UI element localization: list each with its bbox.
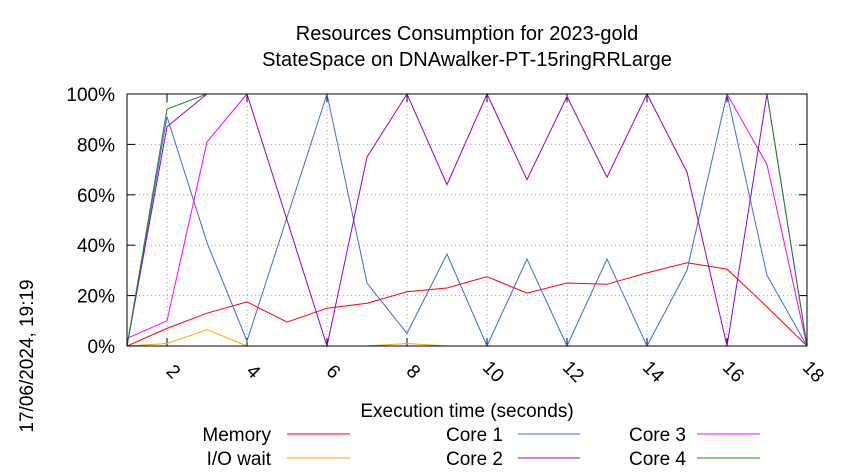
timestamp-label: 17/06/2024, 19:19 — [17, 279, 38, 432]
y-tick-label: 60% — [77, 186, 115, 207]
legend-label-core-4: Core 4 — [629, 449, 686, 470]
x-tick-label: 16 — [718, 357, 748, 387]
series-lines — [126, 92, 808, 348]
x-tick-label: 2 — [162, 361, 184, 383]
plot-frame — [126, 93, 808, 347]
series-line-core-4 — [126, 93, 808, 347]
grid-lines — [127, 93, 808, 347]
y-axis-ticks: 0% 20% 40% 60% 80% 100% — [66, 85, 807, 358]
legend-label-i-o-wait: I/O wait — [207, 449, 272, 470]
x-tick-label: 14 — [638, 357, 668, 387]
x-tick-label: 8 — [402, 361, 424, 383]
series-line-core-1 — [126, 92, 808, 348]
x-tick-label: 4 — [242, 361, 265, 384]
y-tick-label: 0% — [88, 337, 116, 358]
y-tick-label: 40% — [77, 236, 115, 257]
series-line-memory — [126, 262, 808, 347]
x-tick-label: 18 — [798, 357, 828, 387]
y-tick-label: 80% — [77, 135, 115, 156]
series-line-i-o-wait — [126, 329, 807, 347]
x-tick-label: 10 — [478, 357, 508, 387]
legend: Memory I/O wait Core 1 Core 2 Core 3 Core 4 — [202, 425, 760, 470]
chart-subtitle: StateSpace on DNAwalker-PT-15ringRRLarge — [262, 49, 672, 71]
y-tick-label: 100% — [66, 85, 115, 106]
x-axis-label: Execution time (seconds) — [360, 401, 573, 422]
legend-label-core-1: Core 1 — [446, 425, 503, 446]
chart-title: Resources Consumption for 2023-gold — [296, 23, 638, 45]
series-line-core-3 — [126, 93, 808, 347]
x-tick-label: 12 — [558, 357, 588, 387]
legend-label-core-2: Core 2 — [446, 449, 503, 470]
y-tick-label: 20% — [77, 287, 115, 308]
x-tick-label: 6 — [322, 361, 344, 383]
legend-label-core-3: Core 3 — [629, 425, 686, 446]
series-line-core-2 — [126, 92, 808, 348]
legend-label-memory: Memory — [202, 425, 271, 446]
